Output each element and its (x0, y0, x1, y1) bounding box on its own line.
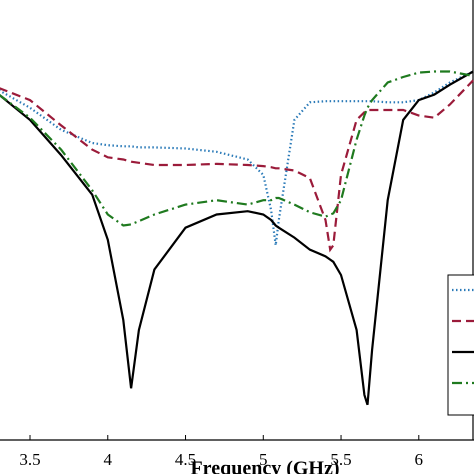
series-line (0, 70, 474, 406)
x-tick-label: 3.5 (19, 450, 40, 469)
x-tick-label: 5 (259, 450, 268, 469)
x-tick-label: 5.5 (330, 450, 351, 469)
series-line (0, 70, 474, 227)
x-tick-label: 4.5 (175, 450, 196, 469)
series-line (0, 79, 474, 253)
x-axis-title: Frequency (GHz) (190, 458, 339, 474)
series-line (0, 70, 474, 246)
x-tick-label: 4 (104, 450, 113, 469)
legend-box (447, 274, 474, 416)
x-tick-label: 6 (415, 450, 424, 469)
